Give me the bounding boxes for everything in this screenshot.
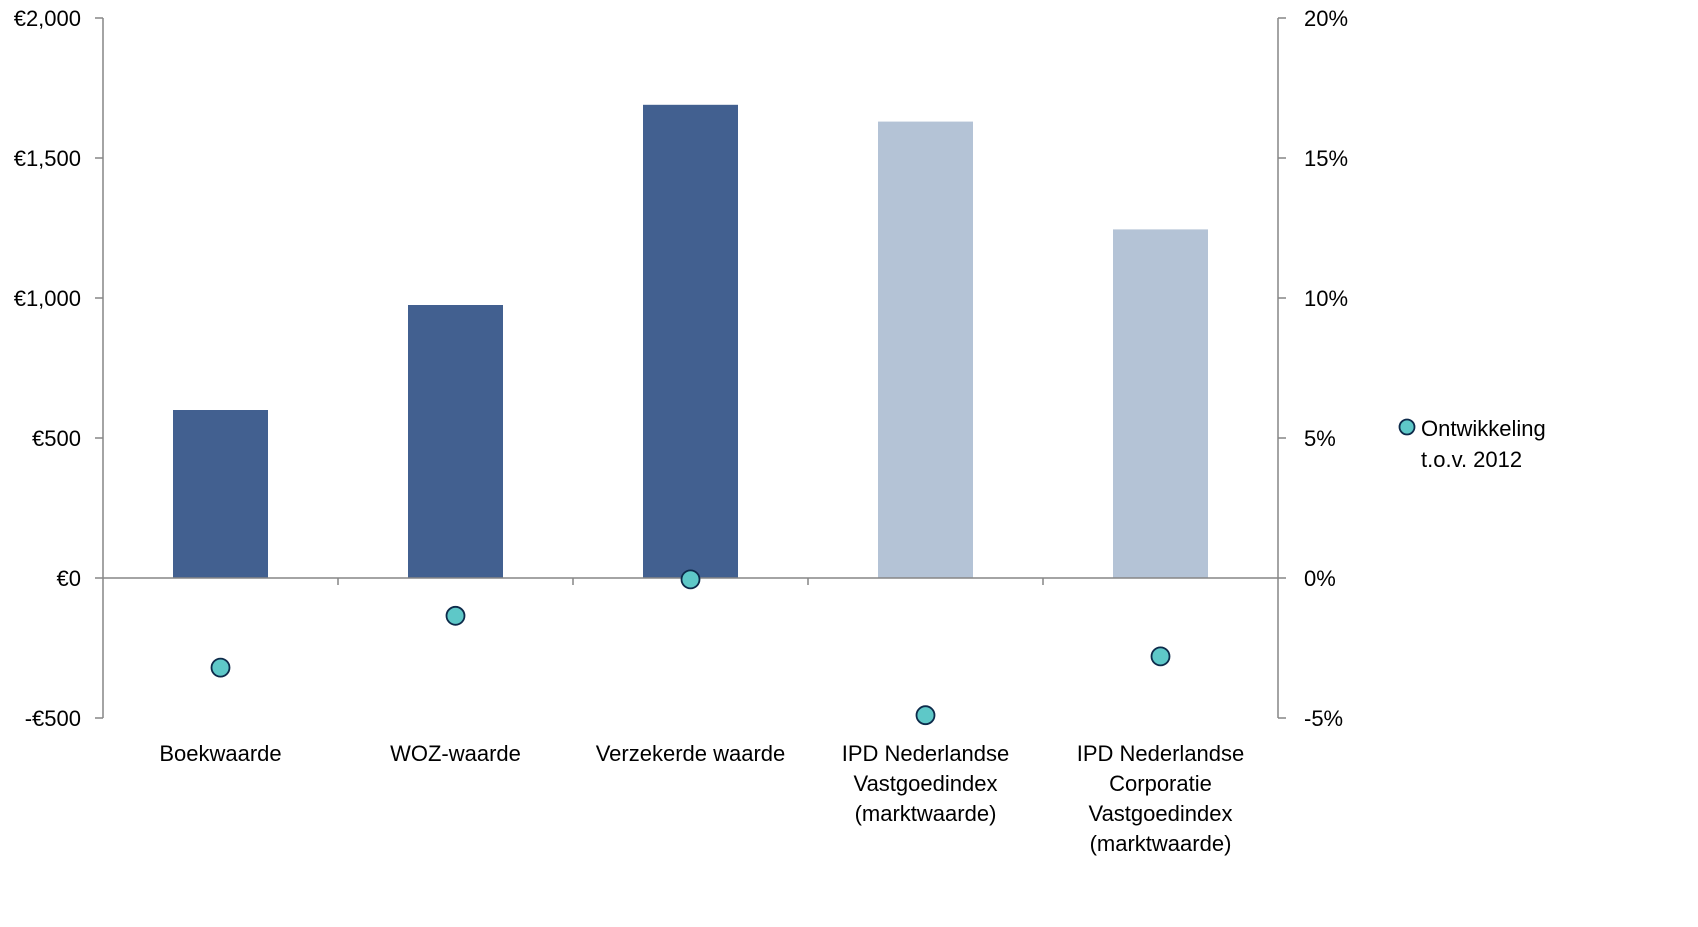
left-tick-label: -€500 (25, 706, 81, 731)
data-point (445, 605, 466, 626)
left-tick-label: €500 (32, 426, 81, 451)
right-tick-label: 10% (1304, 286, 1348, 311)
point-series (210, 569, 1171, 726)
legend-label: Ontwikkeling t.o.v. 2012 (1421, 416, 1546, 472)
right-tick-label: 5% (1304, 426, 1336, 451)
bar (173, 410, 268, 578)
category-label-line: (marktwaarde) (1090, 831, 1232, 856)
left-tick-label: €1,000 (14, 286, 81, 311)
data-point (915, 705, 936, 726)
category-label-line: WOZ-waarde (390, 741, 521, 766)
bar (643, 104, 738, 579)
right-tick-label: 20% (1304, 6, 1348, 31)
legend: Ontwikkeling t.o.v. 2012 (1398, 416, 1546, 472)
category-labels: Boekwaarde WOZ-waarde Verzekerde waarde IPD… (159, 741, 1244, 856)
bar (408, 305, 503, 578)
legend-marker (1398, 418, 1416, 436)
right-tick-label: 15% (1304, 146, 1348, 171)
category-label: IPD Nederlandse Corporatie Vastgoedindex (m… (1077, 741, 1245, 856)
left-axis-tick-labels: -€500 €0 €500 €1,000 €1,500 €2,000 (14, 6, 81, 731)
category-label-line: Verzekerde waarde (596, 741, 786, 766)
category-label-line: IPD Nederlandse (1077, 741, 1245, 766)
category-label: WOZ-waarde (390, 741, 521, 766)
category-label: Boekwaarde (159, 741, 281, 766)
bar-series (173, 104, 1208, 579)
data-point (680, 569, 701, 590)
data-point (210, 657, 231, 678)
legend-label-line: t.o.v. 2012 (1421, 447, 1522, 472)
legend-label-line: Ontwikkeling (1421, 416, 1546, 441)
category-label-line: Vastgoedindex (1089, 801, 1233, 826)
category-label: Verzekerde waarde (596, 741, 786, 766)
category-label-line: IPD Nederlandse (842, 741, 1010, 766)
data-point (1150, 646, 1171, 667)
left-tick-label: €0 (57, 566, 81, 591)
category-label-line: Boekwaarde (159, 741, 281, 766)
right-tick-label: 0% (1304, 566, 1336, 591)
bar (1113, 229, 1208, 578)
category-label-line: (marktwaarde) (855, 801, 997, 826)
bar (878, 121, 973, 578)
category-label-line: Corporatie (1109, 771, 1212, 796)
category-label-line: Vastgoedindex (854, 771, 998, 796)
category-label: IPD Nederlandse Vastgoedindex (marktwaarde… (842, 741, 1010, 826)
left-tick-label: €2,000 (14, 6, 81, 31)
right-tick-label: -5% (1304, 706, 1343, 731)
right-axis-tick-labels: -5% 0% 5% 10% 15% 20% (1304, 6, 1348, 731)
left-tick-label: €1,500 (14, 146, 81, 171)
